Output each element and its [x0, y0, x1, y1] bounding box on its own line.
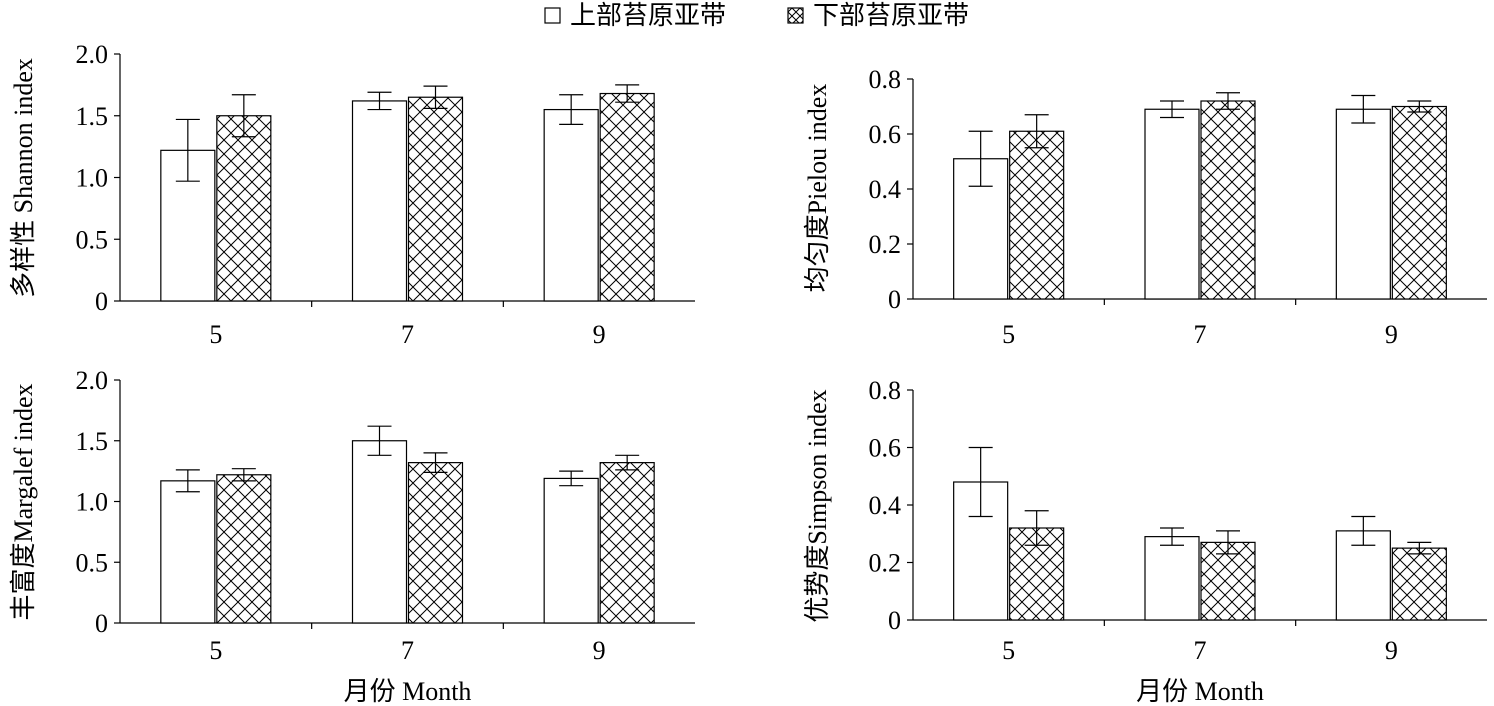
bar-lower — [216, 115, 272, 302]
y-tick-label: 1.5 — [76, 102, 109, 131]
y-tick-label: 0.6 — [869, 120, 902, 149]
y-tick-label: 2.0 — [76, 366, 109, 395]
y-tick-label: 0.2 — [869, 549, 902, 578]
legend-label-lower: 下部苔原亚带 — [813, 1, 969, 30]
bar-lower — [407, 96, 464, 302]
y-tick-label: 1.0 — [76, 488, 109, 517]
bar-upper — [543, 477, 599, 624]
y-tick-label: 1.0 — [76, 164, 109, 193]
bar-lower — [1391, 105, 1447, 300]
bar-upper — [543, 108, 599, 302]
x-tick-label: 7 — [1194, 636, 1207, 665]
legend: 上部苔原亚带 下部苔原亚带 — [544, 1, 969, 30]
chart-panel-top-left: 0 0.5 1.0 1.5 2.0 5 7 9 多样性 Shannon index — [9, 40, 695, 349]
y-tick-label: 0.2 — [869, 230, 902, 259]
bar-lower — [216, 474, 272, 624]
y-tick-label: 2.0 — [76, 40, 109, 69]
x-tick-label: 5 — [1002, 320, 1015, 349]
y-axis-title: 均匀度Pielou index — [803, 84, 832, 293]
x-tick-label: 9 — [593, 320, 606, 349]
crosshatch-square-icon — [787, 7, 804, 24]
y-tick-label: 0.5 — [76, 548, 109, 577]
x-tick-label: 7 — [1194, 320, 1207, 349]
y-tick-label: 0.5 — [76, 225, 109, 254]
open-square-icon — [544, 7, 561, 24]
bar-upper — [1144, 536, 1200, 621]
chart-panels: 0 0.5 1.0 1.5 2.0 5 7 9 多样性 Shannon index 0 0.2 0.4… — [9, 40, 1487, 706]
bar-upper — [351, 440, 408, 624]
legend-label-upper: 上部苔原亚带 — [570, 1, 726, 30]
bar-lower — [407, 462, 464, 624]
x-tick-label: 7 — [401, 320, 414, 349]
y-tick-label: 0.8 — [869, 376, 902, 405]
chart-panel-bottom-left: 0 0.5 1.0 1.5 2.0 5 7 9 丰富度Margalef index 月份 Mont… — [9, 366, 695, 706]
y-axis-title: 多样性 Shannon index — [9, 58, 38, 298]
bar-upper — [953, 481, 1009, 621]
bar-upper — [1144, 108, 1200, 300]
x-tick-label: 9 — [593, 636, 606, 665]
bar-lower — [1009, 130, 1065, 300]
y-tick-label: 1.5 — [76, 427, 109, 456]
x-tick-label: 9 — [1385, 320, 1398, 349]
y-tick-label: 0 — [888, 285, 901, 314]
chart-panel-top-right: 0 0.2 0.4 0.6 0.8 5 7 9 均匀度Pielou index — [803, 65, 1487, 349]
x-tick-label: 5 — [209, 320, 222, 349]
chart-panel-bottom-right: 0 0.2 0.4 0.6 0.8 5 7 9 优势度Simpson index 月份 Month — [803, 376, 1487, 706]
x-tick-label: 5 — [1002, 636, 1015, 665]
y-axis-title: 丰富度Margalef index — [9, 383, 38, 620]
bar-lower — [1200, 541, 1256, 621]
y-tick-label: 0.6 — [869, 434, 902, 463]
bar-lower — [599, 92, 655, 302]
bar-upper — [160, 480, 216, 624]
bar-lower — [599, 462, 655, 624]
y-tick-label: 0.4 — [869, 175, 902, 204]
bar-upper — [1335, 108, 1391, 300]
y-tick-label: 0.8 — [869, 65, 902, 94]
bar-upper — [351, 100, 408, 302]
x-tick-label: 5 — [209, 636, 222, 665]
y-tick-label: 0.4 — [869, 491, 902, 520]
x-tick-label: 7 — [401, 636, 414, 665]
y-tick-label: 0 — [95, 287, 108, 316]
y-axis-title: 优势度Simpson index — [803, 389, 832, 622]
y-tick-label: 0 — [888, 606, 901, 635]
bar-lower — [1200, 100, 1256, 300]
x-tick-label: 9 — [1385, 636, 1398, 665]
x-axis-title: 月份 Month — [344, 677, 472, 706]
y-tick-label: 0 — [95, 609, 108, 638]
x-axis-title: 月份 Month — [1136, 677, 1264, 706]
bar-lower — [1391, 547, 1447, 621]
